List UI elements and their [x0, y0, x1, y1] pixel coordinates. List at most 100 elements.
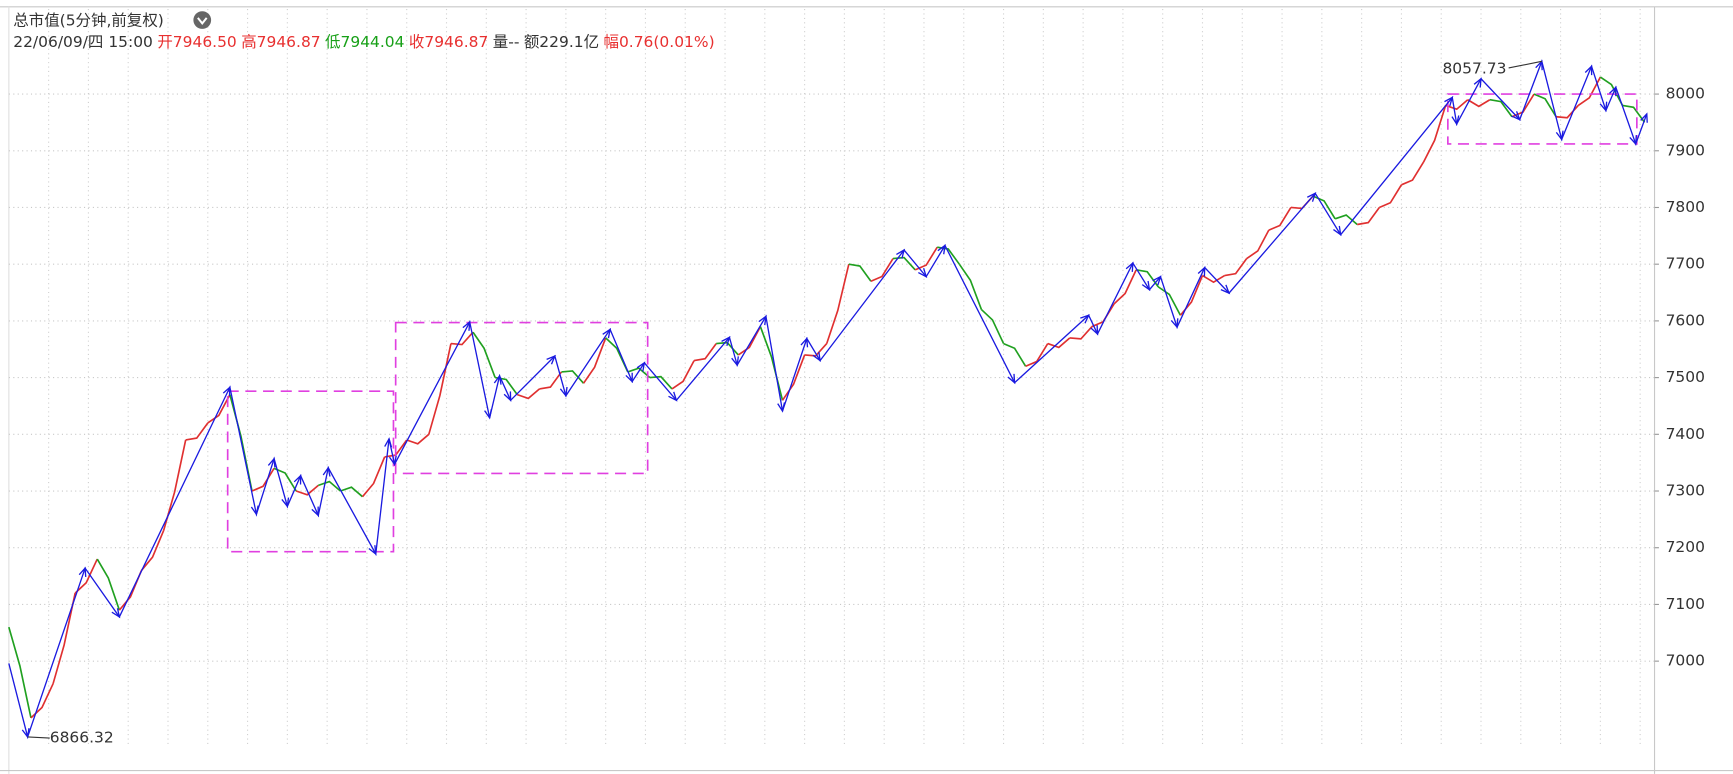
price-segment: [825, 263, 850, 344]
price-segment: [1268, 207, 1292, 231]
zigzag-arrow: [1220, 284, 1231, 295]
zigzag-arrow: [462, 320, 471, 331]
price-segment: [848, 263, 872, 282]
price-segment: [1312, 195, 1336, 220]
price-segment: [1599, 76, 1624, 106]
price-segment: [428, 343, 452, 435]
price-segment: [1202, 274, 1226, 284]
price-segment: [318, 480, 341, 492]
price-segment: [207, 394, 231, 424]
zigzag-arrow: [493, 374, 502, 385]
dropdown-icon[interactable]: [193, 11, 212, 29]
zigzag-arrow: [250, 505, 259, 516]
zigzag-arrow: [384, 437, 393, 448]
zigzag-arrow: [721, 336, 731, 346]
price-segment: [1157, 286, 1182, 316]
price-segment: [1334, 214, 1358, 226]
price-segment: [737, 326, 762, 356]
price-segment: [1401, 161, 1425, 186]
y-tick-label: 8000: [1666, 85, 1705, 103]
price-segment: [1422, 105, 1447, 163]
zigzag-arrow: [78, 566, 87, 578]
y-tick-label: 7800: [1666, 198, 1705, 216]
info-item: 额229.1亿: [524, 33, 599, 51]
zigzag-arrow: [602, 327, 612, 339]
zigzag-arrow: [484, 409, 492, 420]
zigzag-arrow: [503, 391, 512, 402]
price-segment: [804, 343, 828, 357]
price-segment: [96, 558, 121, 611]
annotation-label: 6866.32: [50, 729, 114, 747]
info-item: 22/06/09/四 15:00: [13, 33, 153, 51]
price-segment: [450, 331, 474, 346]
zigzag-arrow: [1125, 261, 1134, 272]
price-segment: [1357, 206, 1380, 226]
zigzag-arrow: [636, 361, 646, 372]
price-segment: [1025, 343, 1049, 368]
zigzag-arrow: [1152, 275, 1162, 286]
zigzag-arrow: [668, 391, 678, 402]
zigzag-arrow: [1473, 77, 1482, 88]
zigzag-arrow: [1141, 280, 1151, 292]
y-tick-label: 7900: [1666, 141, 1705, 159]
price-segment: [759, 326, 784, 401]
zigzag-arrow: [559, 386, 568, 398]
zigzag-arrow: [1629, 135, 1637, 146]
y-tick-label: 7100: [1666, 595, 1705, 613]
price-segment: [1003, 342, 1027, 367]
info-line: 22/06/09/四 15:00 开7946.50 高7946.87 低7944.04…: [13, 33, 714, 51]
price-segment: [1467, 99, 1491, 108]
price-segment: [1113, 269, 1137, 305]
zigzag-arrow: [896, 248, 906, 259]
price-segment: [781, 354, 806, 401]
price-segment: [8, 626, 32, 719]
price-segment: [361, 456, 386, 498]
annotation-leader: [27, 736, 50, 739]
price-segment: [627, 367, 651, 379]
price-segment: [1622, 104, 1646, 123]
price-segment: [1246, 229, 1270, 260]
info-item: 低7944.04: [325, 33, 404, 51]
y-tick-label: 7200: [1666, 538, 1705, 556]
price-segment: [1224, 258, 1248, 277]
zigzag-arrow: [1451, 115, 1460, 126]
y-tick-label: 7600: [1666, 311, 1705, 329]
y-tick-label: 7300: [1666, 482, 1705, 500]
zigzag-arrow: [1333, 225, 1342, 237]
price-segment: [958, 263, 983, 310]
zigzag-arrow: [731, 356, 739, 367]
zigzag-arrow: [812, 351, 821, 363]
y-tick-label: 7400: [1666, 425, 1705, 443]
price-segment: [1533, 93, 1557, 118]
price-segment: [251, 467, 275, 492]
price-segment: [1136, 269, 1159, 288]
zigzag-arrow: [758, 314, 767, 326]
price-segment: [74, 558, 99, 594]
price-segment: [516, 388, 540, 400]
price-segment: [693, 343, 717, 362]
zigzag-arrow: [1511, 111, 1521, 121]
zigzag-arrow: [1170, 318, 1179, 329]
zigzag-arrow: [281, 497, 290, 508]
zigzag-arrow: [918, 268, 928, 278]
price-segment: [892, 256, 916, 271]
zigzag-arrow: [1599, 101, 1608, 113]
info-item: 量--: [493, 33, 520, 51]
price-segment: [671, 360, 695, 390]
y-tick-label: 7700: [1666, 255, 1705, 273]
box: [394, 321, 649, 475]
price-segment: [980, 308, 1005, 344]
price-segment: [582, 337, 607, 384]
zigzag-arrow: [1007, 373, 1016, 385]
chart-title: 总市值(5分钟,前复权): [13, 12, 164, 30]
price-segment: [649, 375, 673, 390]
price-segment: [1489, 98, 1513, 118]
zigzag-arrow: [800, 336, 809, 348]
dropdown-arrow: [197, 17, 208, 25]
zigzag-arrow: [368, 545, 377, 556]
zigzag-arrow: [267, 457, 276, 468]
zigzag-arrow: [1640, 112, 1648, 123]
price-segment: [472, 331, 496, 378]
